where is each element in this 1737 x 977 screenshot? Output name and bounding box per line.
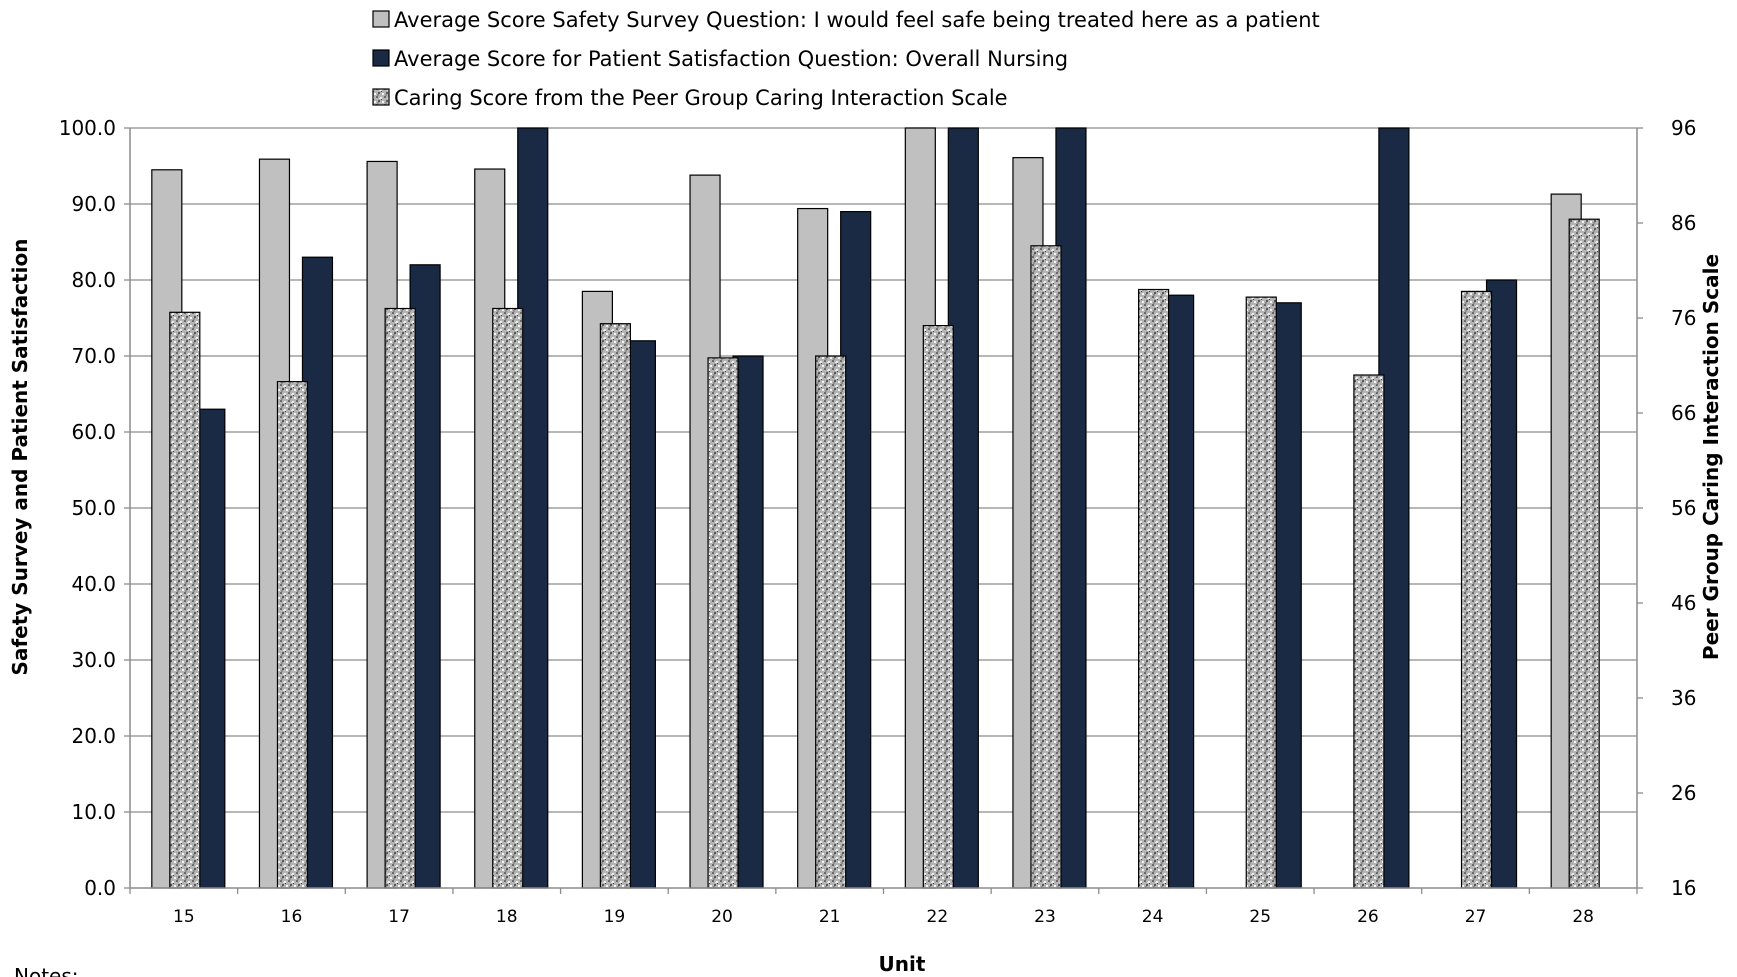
legend-swatch <box>372 49 390 67</box>
right-tick-label: 66 <box>1671 401 1696 425</box>
right-tick-label: 76 <box>1671 306 1696 330</box>
bar-caring-score <box>384 307 416 889</box>
bar-caring-score <box>492 307 524 889</box>
x-tick-label: 18 <box>496 907 518 927</box>
x-tick-label: 21 <box>819 907 841 927</box>
bar-caring-score <box>599 323 631 889</box>
left-tick-label: 100.0 <box>59 116 116 140</box>
left-tick-label: 30.0 <box>71 648 116 672</box>
left-tick-label: 90.0 <box>71 192 116 216</box>
legend-entry: Caring Score from the Peer Group Caring … <box>394 86 1008 110</box>
bar-caring-score <box>1460 290 1493 889</box>
x-tick-label: 23 <box>1034 907 1056 927</box>
x-tick-label: 27 <box>1465 907 1487 927</box>
bar-caring-score <box>1138 288 1170 889</box>
left-tick-label: 60.0 <box>71 420 116 444</box>
x-tick-label: 22 <box>927 907 949 927</box>
bar-caring-score <box>1353 374 1385 889</box>
x-tick-label: 24 <box>1142 907 1164 927</box>
x-tick-label: 26 <box>1357 907 1379 927</box>
y-axis-left-title: Safety Survey and Patient Satisfaction <box>8 239 32 676</box>
x-tick-label: 28 <box>1572 907 1594 927</box>
left-axis-ticks: 0.0 10.0 20.0 30.0 40.0 50.0 60.0 70.0 80.0 90.0 1… <box>59 116 130 900</box>
gridlines <box>130 127 1637 813</box>
legend-entry: Average Score Safety Survey Question: I … <box>394 8 1320 32</box>
right-tick-label: 56 <box>1671 496 1696 520</box>
y-axis-right-title: Peer Group Caring Interaction Scale <box>1699 254 1723 660</box>
bar-caring-score <box>276 381 309 889</box>
right-tick-label: 86 <box>1671 211 1696 235</box>
left-tick-label: 20.0 <box>71 724 116 748</box>
bar-caring-score <box>815 355 847 889</box>
right-tick-label: 16 <box>1671 876 1696 900</box>
x-tick-label: 17 <box>388 907 410 927</box>
legend-swatch <box>372 10 390 28</box>
x-tick-label: 20 <box>711 907 733 927</box>
x-axis-title: Unit <box>879 952 926 976</box>
left-tick-label: 0.0 <box>84 876 116 900</box>
right-tick-label: 46 <box>1671 591 1696 615</box>
right-tick-label: 96 <box>1671 116 1696 140</box>
x-tick-label: 15 <box>173 907 195 927</box>
legend-swatch <box>372 88 390 106</box>
notes-label: Notes: <box>14 964 79 977</box>
bar-caring-score <box>707 357 739 889</box>
bar-caring-score <box>169 311 201 889</box>
right-axis-ticks: 16 26 36 46 56 66 76 86 96 <box>1637 116 1696 900</box>
legend: Average Score Safety Survey Question: I … <box>372 8 1320 110</box>
right-tick-label: 26 <box>1671 781 1696 805</box>
x-axis-ticks: 15 16 17 18 19 20 21 22 23 24 25 26 27 28 <box>129 888 1638 927</box>
bar-caring-score <box>1245 296 1277 889</box>
x-tick-label: 19 <box>604 907 626 927</box>
left-tick-label: 40.0 <box>71 572 116 596</box>
legend-entry: Average Score for Patient Satisfaction Q… <box>394 47 1068 71</box>
bar-caring-score <box>922 325 954 889</box>
bar-caring-score <box>1568 218 1600 889</box>
right-tick-label: 36 <box>1671 686 1696 710</box>
x-tick-label: 25 <box>1249 907 1271 927</box>
bar-caring-score <box>1030 245 1062 889</box>
left-tick-label: 50.0 <box>71 496 116 520</box>
left-tick-label: 10.0 <box>71 800 116 824</box>
x-tick-label: 16 <box>281 907 303 927</box>
left-tick-label: 70.0 <box>71 344 116 368</box>
bars <box>151 127 1600 889</box>
left-tick-label: 80.0 <box>71 268 116 292</box>
